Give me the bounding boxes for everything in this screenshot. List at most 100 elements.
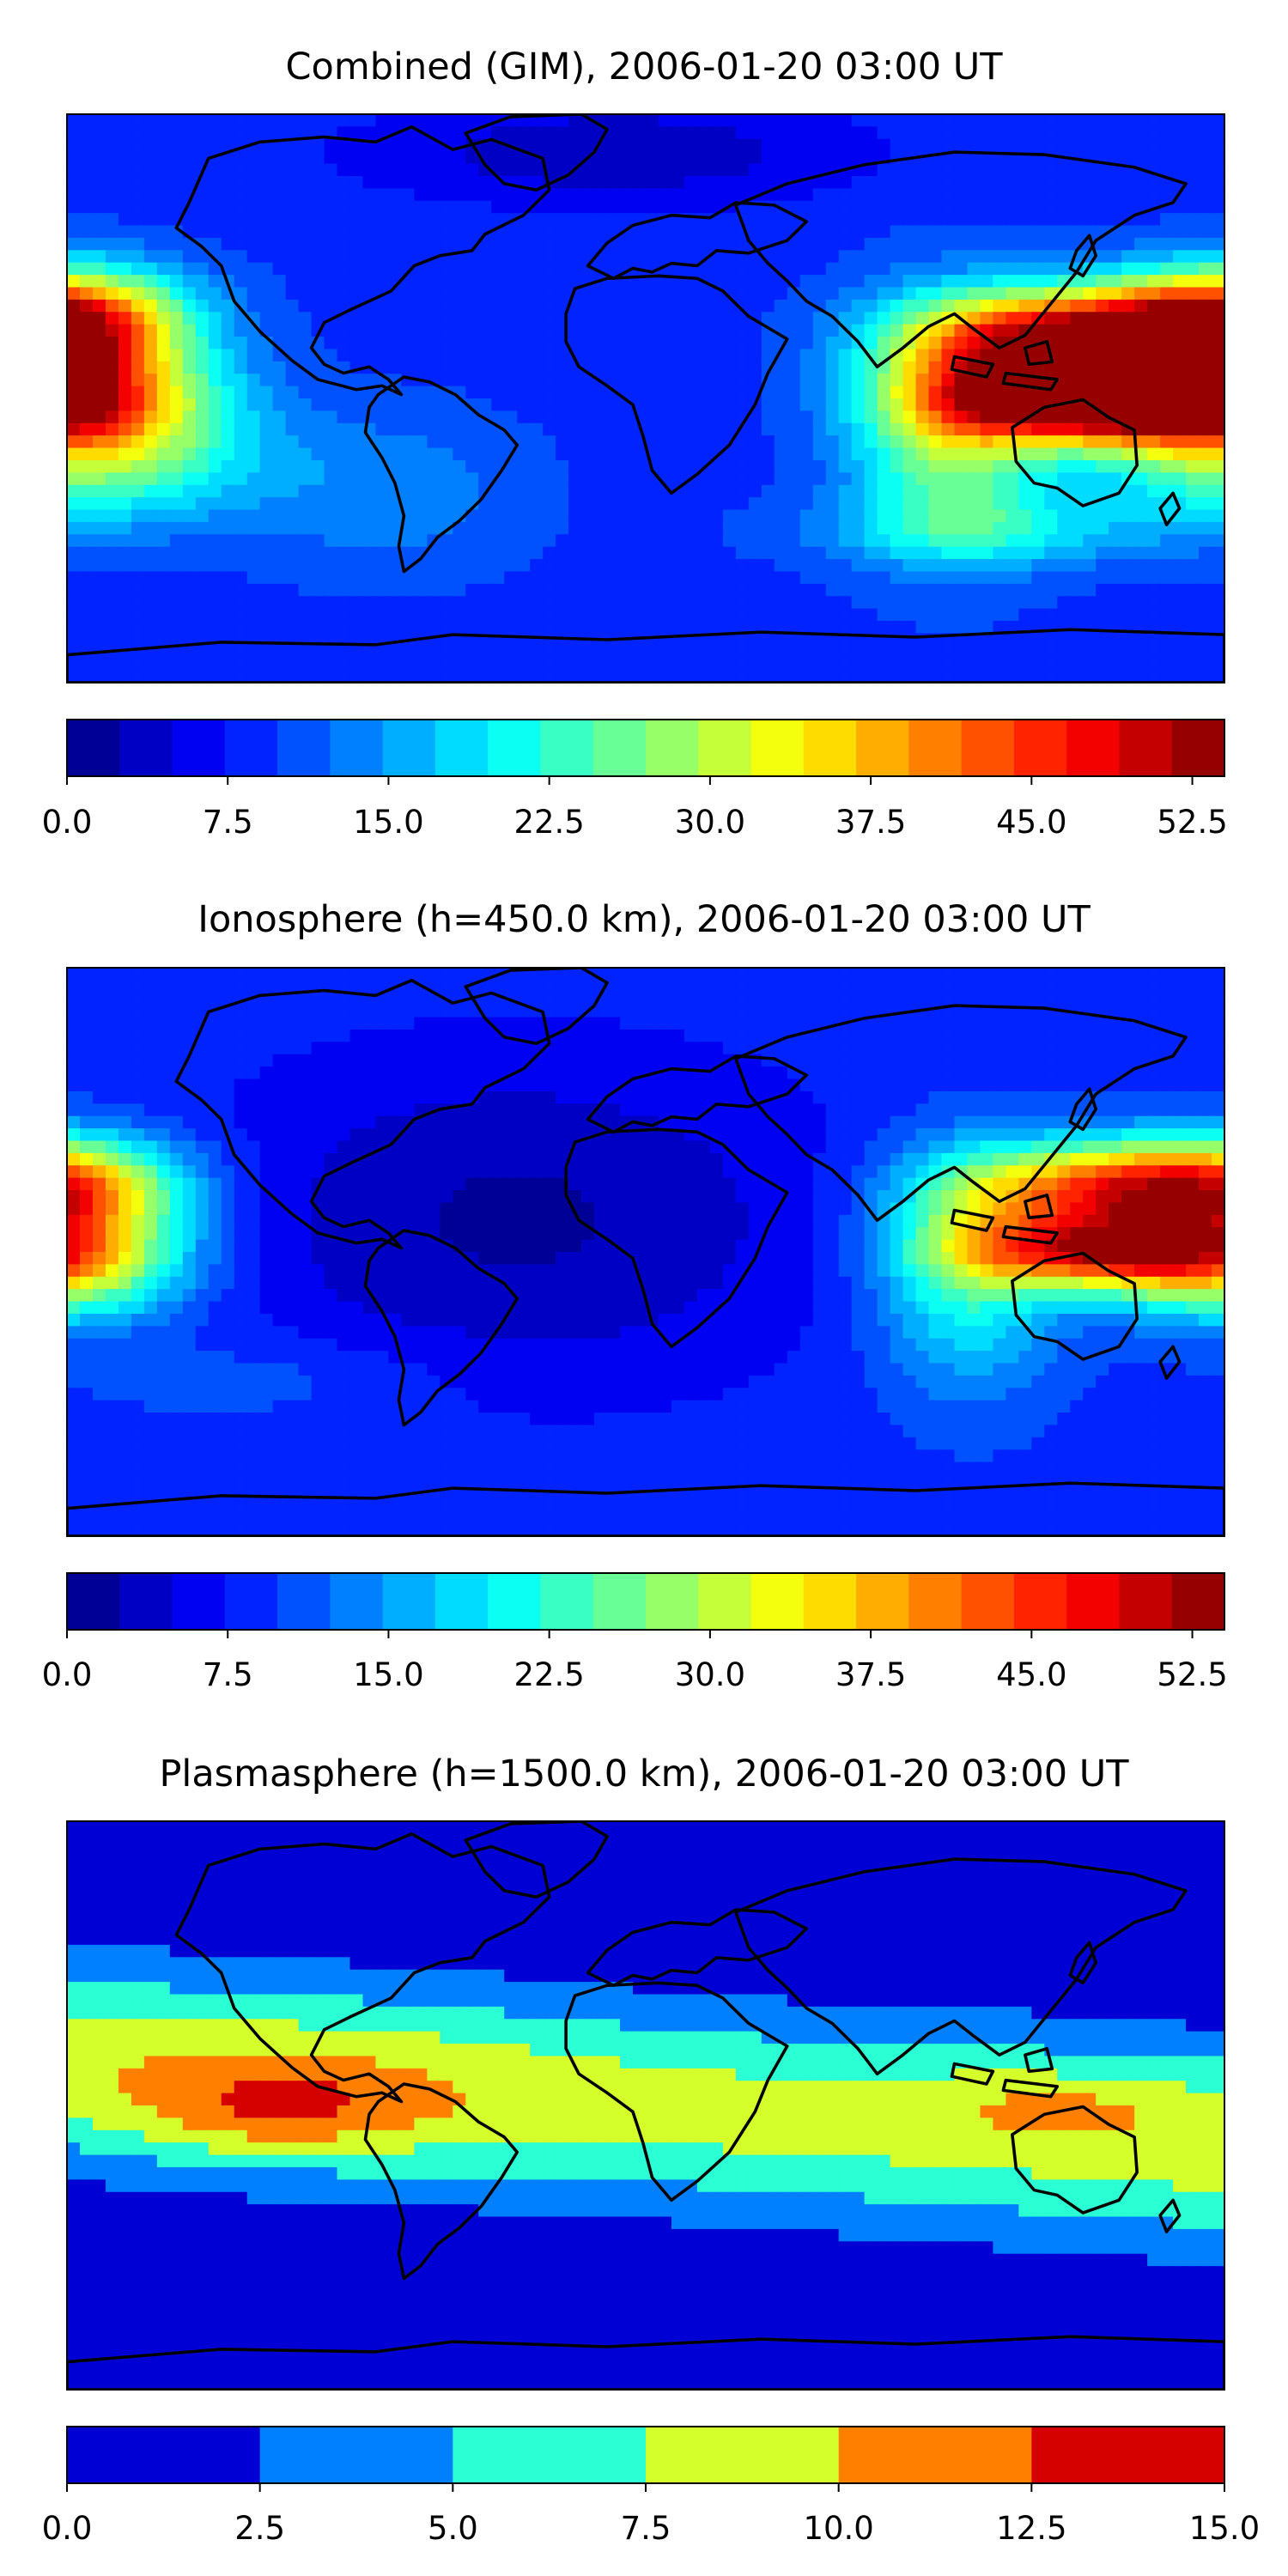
field-cell: [696, 596, 711, 610]
field-cell: [92, 608, 106, 622]
field-cell: [980, 509, 993, 523]
field-cell: [543, 138, 556, 152]
field-cell: [594, 1042, 608, 1055]
field-cell: [1096, 374, 1109, 387]
field-cell: [993, 410, 1006, 424]
field-cell: [401, 386, 415, 399]
field-cell: [877, 521, 891, 535]
field-cell: [401, 287, 415, 301]
field-cell: [556, 992, 569, 1005]
field-cell: [272, 645, 287, 659]
field-cell: [1109, 386, 1122, 399]
field-cell: [517, 596, 531, 610]
field-cell: [646, 410, 659, 424]
field-cell: [1173, 1054, 1187, 1067]
field-cell: [143, 175, 158, 189]
field-cell: [838, 213, 853, 227]
field-cell: [272, 213, 287, 227]
field-cell: [696, 521, 711, 535]
field-cell: [67, 275, 81, 289]
field-cell: [1070, 225, 1084, 239]
field-cell: [118, 596, 132, 610]
field-cell: [118, 559, 132, 573]
field-cell: [722, 497, 737, 511]
field-cell: [1199, 509, 1212, 523]
field-cell: [1031, 992, 1045, 1005]
field-cell: [761, 658, 775, 671]
field-cell: [388, 324, 403, 337]
field-cell: [556, 410, 569, 424]
field-cell: [851, 472, 866, 486]
field-cell: [401, 608, 415, 622]
field-cell: [812, 188, 827, 202]
field-cell: [1199, 447, 1212, 461]
field-cell: [92, 435, 106, 449]
field-cell: [195, 621, 210, 635]
field-cell: [1083, 225, 1097, 239]
field-cell: [877, 571, 891, 585]
field-cell: [440, 459, 453, 473]
field-cell: [993, 398, 1006, 411]
field-cell: [683, 151, 698, 165]
field-cell: [1173, 374, 1187, 387]
field-cell: [1186, 410, 1200, 424]
field-cell: [440, 546, 453, 560]
field-cell: [1147, 1029, 1161, 1042]
field-cell: [864, 484, 878, 498]
field-cell: [1096, 299, 1109, 313]
field-cell: [530, 262, 544, 276]
field-cell: [993, 435, 1006, 449]
field-cell: [812, 250, 827, 264]
field-cell: [92, 398, 106, 411]
field-cell: [671, 992, 685, 1005]
field-cell: [787, 571, 801, 585]
field-cell: [980, 324, 993, 337]
field-cell: [208, 1066, 222, 1080]
field-cell: [324, 546, 338, 560]
field-cell: [671, 250, 685, 264]
field-cell: [362, 596, 377, 610]
field-cell: [851, 1029, 866, 1042]
field-cell: [594, 459, 608, 473]
field-cell: [928, 225, 943, 239]
field-cell: [375, 968, 390, 981]
field-cell: [722, 968, 737, 981]
field-cell: [954, 670, 969, 683]
field-cell: [1083, 571, 1097, 585]
field-cell: [105, 126, 119, 140]
field-cell: [311, 968, 325, 981]
field-cell: [67, 361, 81, 374]
field-cell: [1057, 163, 1071, 177]
field-cell: [1147, 484, 1161, 498]
field-cell: [67, 299, 81, 313]
field-cell: [1199, 658, 1212, 671]
field-cell: [748, 287, 762, 301]
field-cell: [696, 200, 711, 214]
field-cell: [491, 435, 505, 449]
field-cell: [1199, 163, 1212, 177]
field-cell: [671, 324, 685, 337]
field-cell: [633, 645, 647, 659]
field-cell: [980, 386, 993, 399]
field-cell: [1121, 583, 1135, 597]
field-cell: [478, 583, 492, 597]
field-cell: [812, 546, 827, 560]
field-cell: [169, 151, 184, 165]
field-cell: [79, 596, 94, 610]
field-cell: [799, 324, 814, 337]
field-cell: [221, 1029, 235, 1042]
field-cell: [1083, 559, 1097, 573]
field-cell: [1044, 559, 1058, 573]
field-cell: [118, 386, 132, 399]
field-cell: [337, 658, 351, 671]
field-cell: [362, 126, 377, 140]
field-cell: [131, 1029, 145, 1042]
field-cell: [928, 262, 943, 276]
field-cell: [543, 200, 556, 214]
field-cell: [169, 225, 184, 239]
field-cell: [890, 299, 904, 313]
field-cell: [105, 1017, 119, 1030]
field-cell: [556, 1017, 569, 1030]
field-cell: [530, 571, 544, 585]
field-cell: [92, 386, 106, 399]
